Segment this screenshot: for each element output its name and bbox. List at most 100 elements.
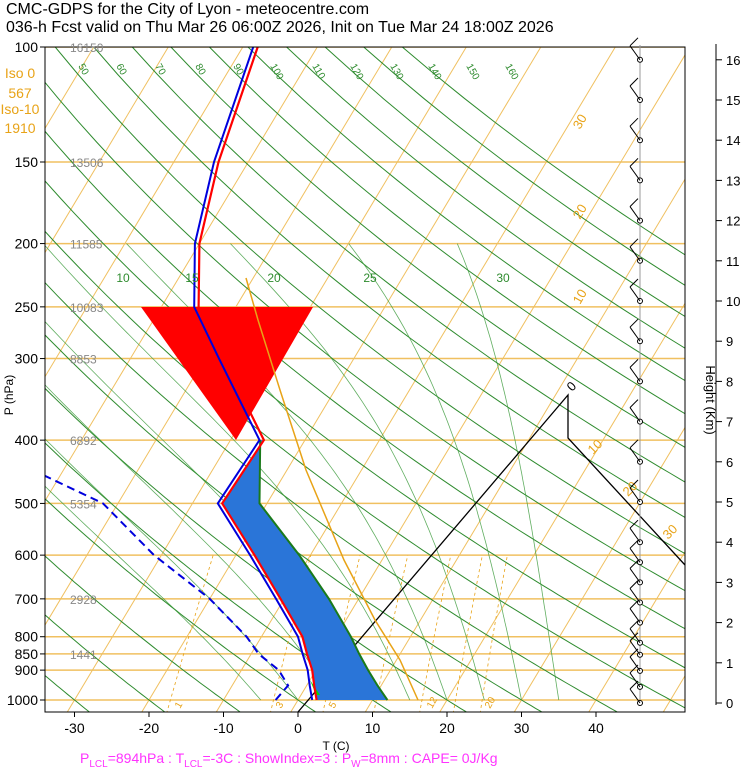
wind-barb-feather [629, 198, 639, 207]
dry-adiabat-label: 50 [75, 62, 90, 78]
temp-tick-label: 10 [365, 720, 381, 736]
dry-adiabat-label: 110 [309, 62, 327, 82]
dry-adiabat-line [131, 47, 685, 483]
wind-barb [629, 548, 641, 563]
pressure-tick-label: 400 [15, 432, 39, 448]
geopotential-label: 13506 [70, 156, 104, 170]
p-lcl-sub: LCL [89, 758, 108, 770]
dry-adiabat-line [45, 230, 685, 709]
dry-adiabat-label: 60 [113, 62, 128, 78]
wind-barb [629, 326, 641, 342]
temp-tick-label: -10 [213, 720, 233, 736]
mixing-ratio-line [419, 555, 452, 712]
wind-barb [629, 367, 641, 382]
mixing-ratio-line [479, 555, 508, 712]
pw-sub: W [351, 758, 361, 770]
dry-adiabat-label: 100 [267, 62, 285, 82]
wind-barb-feather [629, 580, 639, 589]
mixing-ratio-label: 1 [173, 700, 186, 711]
dry-adiabat-label: 150 [463, 62, 481, 82]
t-lcl-label: T [175, 750, 185, 766]
wind-barb [629, 206, 641, 221]
dry-adiabat-line [170, 47, 685, 448]
wind-barb [629, 656, 641, 672]
pressure-tick-label: 150 [15, 154, 39, 170]
isotherm-line [290, 54, 685, 712]
geopotential-label: 1441 [70, 648, 97, 662]
temperature-blue-line [193, 47, 314, 701]
mixing-ratio-label: 5 [327, 700, 340, 711]
height-tick-label: 1 [726, 656, 733, 671]
dry-adiabat-line [45, 281, 619, 712]
height-tick-label: 11 [726, 254, 740, 269]
mixing-ratio-line [373, 555, 409, 712]
wind-barb-feather [629, 359, 639, 368]
temp-tick-label: 40 [588, 720, 604, 736]
pressure-tick-label: 600 [15, 547, 39, 563]
parcel-line [258, 440, 389, 701]
isotherm-line [513, 426, 685, 712]
wind-barb [629, 487, 641, 503]
dry-adiabat-line [93, 47, 685, 519]
wind-barb-feather [629, 77, 639, 87]
dry-adiabat-line [247, 47, 685, 382]
mixing-ratio-label: 20 [483, 695, 498, 711]
wind-barb-feather [629, 600, 639, 609]
wind-barb-feather [629, 399, 639, 408]
dry-adiabat-label: 90 [230, 62, 245, 78]
x-axis-label: T (C) [322, 739, 349, 753]
wind-barb [629, 608, 641, 623]
moist-adiabat-label: 25 [363, 271, 377, 285]
cape-value: CAPE= 0J/Kg [411, 750, 498, 766]
wind-barb [629, 568, 641, 583]
dry-adiabat-line [208, 47, 685, 415]
wind-barb-feather [629, 238, 639, 248]
y-axis-label: P (hPa) [2, 375, 16, 415]
dry-adiabat-line [324, 47, 685, 318]
height-tick-label: 12 [726, 214, 740, 229]
wind-barb-feather [629, 278, 639, 288]
dry-adiabat-line [401, 47, 685, 256]
isotherm-line [141, 47, 542, 712]
wind-barb [629, 407, 641, 422]
wind-barb-feather [629, 632, 639, 642]
moist-adiabat-line [456, 243, 560, 701]
pressure-tick-label: 900 [15, 662, 39, 678]
dry-adiabat-line [45, 81, 685, 592]
height-tick-label: 5 [726, 495, 733, 510]
dry-adiabat-line [45, 614, 166, 712]
footer-indices: PLCL=894hPa : TLCL=-3C : ShowIndex=3 : P… [80, 750, 498, 770]
pressure-tick-label: 800 [15, 629, 39, 645]
wind-barb-feather [629, 117, 639, 127]
chart-title-line1: CMC-GDPS for the City of Lyon - meteocen… [6, 1, 370, 18]
dry-adiabat-line [285, 47, 685, 349]
wind-barb [629, 85, 641, 101]
wind-barb-feather [629, 620, 639, 630]
geopotential-label: 2928 [70, 593, 97, 607]
temp-tick-label: 20 [439, 720, 455, 736]
height-tick-label: 9 [726, 334, 733, 349]
wind-barb [629, 125, 641, 141]
isotherm-line [45, 47, 169, 254]
pw-value: =8mm : [360, 750, 412, 766]
geopotential-label: 10083 [70, 301, 104, 315]
dry-adiabat-line [45, 555, 242, 712]
temp-tick-label: 30 [514, 720, 530, 736]
dry-adiabat-label: 120 [347, 62, 365, 82]
height-tick-label: 16 [726, 53, 740, 68]
height-tick-label: 8 [726, 374, 733, 389]
moist-adiabat-line [348, 243, 522, 701]
mixing-ratio-line [453, 555, 483, 712]
pressure-tick-label: 300 [15, 351, 39, 367]
pressure-tick-label: 700 [15, 591, 39, 607]
height-tick-label: 2 [726, 616, 733, 631]
moist-adiabat-label: 30 [496, 271, 510, 285]
geopotential-label: 11585 [70, 238, 103, 252]
isotherm-line [45, 47, 244, 378]
iso-info-1: 567 [8, 85, 32, 101]
pw-label: P [341, 750, 352, 766]
geopotential-label: 5354 [70, 497, 97, 511]
wind-barb-feather [629, 560, 639, 569]
pressure-tick-label: 250 [15, 299, 39, 315]
wetbulb-zero-line [297, 393, 685, 712]
